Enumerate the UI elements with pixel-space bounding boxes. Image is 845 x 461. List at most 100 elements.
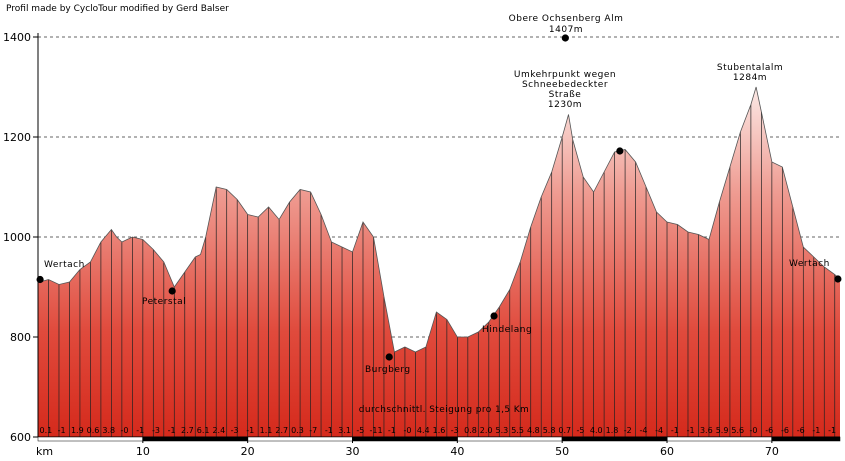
gradient-label: 0.3 — [291, 426, 304, 435]
gradient-label: -1 — [671, 426, 679, 435]
gradient-label: 4.4 — [417, 426, 430, 435]
annotation-label: Stubentalalm — [717, 63, 783, 73]
annotation-label: Umkehrpunkt wegen — [514, 70, 616, 80]
gradient-label: 1.9 — [71, 426, 84, 435]
gradient-label: -5 — [356, 426, 364, 435]
y-tick-label: 1400 — [3, 31, 31, 44]
gradient-label: 0.1 — [39, 426, 52, 435]
waypoint-marker — [561, 34, 569, 42]
gradient-label: -1 — [828, 426, 836, 435]
gradient-label: -4 — [639, 426, 647, 435]
axes — [37, 33, 841, 442]
x-tick-label: 70 — [765, 445, 779, 458]
gradient-label: -1 — [325, 426, 333, 435]
gradient-label: 2.7 — [275, 426, 288, 435]
gradient-label: 5.6 — [731, 426, 744, 435]
gradient-caption: durchschnittl. Steigung pro 1,5 Km — [359, 405, 529, 415]
gradient-label: -1 — [246, 426, 254, 435]
waypoint-marker — [385, 353, 393, 361]
gradient-label: 2.4 — [212, 426, 225, 435]
annotations: Wertach Peterstal Burgberg Hindelang Wertach… — [44, 14, 830, 375]
gradient-label: 0.8 — [464, 426, 477, 435]
annotation-label: Burgberg — [365, 365, 411, 375]
waypoint-marker — [834, 275, 842, 283]
elevation-area — [38, 87, 840, 437]
gradient-label: -2 — [624, 426, 632, 435]
gradient-label: 1.8 — [606, 426, 619, 435]
axis-ticks: 600 800 1000 1200 1400 km 10 20 30 40 50 60 70 — [3, 31, 779, 458]
gradient-label: 1.1 — [260, 426, 273, 435]
x-tick-label: 60 — [660, 445, 674, 458]
gradient-label: 5.9 — [716, 426, 729, 435]
gradient-label: -1 — [136, 426, 144, 435]
x-tick-label: 30 — [346, 445, 360, 458]
y-tick-label: 1000 — [3, 231, 31, 244]
waypoint-marker — [490, 312, 498, 320]
gradient-label: -0 — [750, 426, 758, 435]
gradient-label: -11 — [370, 426, 383, 435]
gradient-label: -1 — [687, 426, 695, 435]
annotation-label: Straße — [549, 90, 582, 100]
gradient-label: -4 — [655, 426, 663, 435]
annotation-label: 1230m — [548, 100, 582, 110]
gradient-label: 5.5 — [511, 426, 524, 435]
elevation-outline — [37, 86, 841, 353]
x-tick-label: 10 — [136, 445, 150, 458]
annotation-label: 1407m — [549, 25, 583, 35]
scale-bar-segment — [142, 436, 248, 442]
gradient-label: 0.7 — [558, 426, 571, 435]
annotation-label: Schneebedeckter — [522, 80, 608, 90]
x-axis-label: km — [36, 445, 53, 458]
annotation-label: Wertach — [44, 260, 85, 270]
gradient-label: 2.0 — [480, 426, 493, 435]
gradient-label: 3.8 — [102, 426, 115, 435]
scale-bar-segment — [561, 436, 668, 442]
gradient-label: -6 — [781, 426, 789, 435]
annotation-label: Hindelang — [482, 325, 532, 335]
y-tick-label: 800 — [10, 331, 31, 344]
x-tick-label: 50 — [555, 445, 569, 458]
waypoint-marker — [616, 147, 624, 155]
annotation-label: 1284m — [733, 73, 767, 83]
scale-bar-segment — [771, 436, 841, 442]
gradient-label: -1 — [168, 426, 176, 435]
gradient-label: 5.8 — [543, 426, 556, 435]
annotation-label: Wertach — [789, 259, 830, 269]
gradient-label: -0 — [120, 426, 128, 435]
gradient-label: 6.1 — [197, 426, 210, 435]
gradient-label: -3 — [152, 426, 160, 435]
gradient-label: 5.3 — [496, 426, 509, 435]
waypoints — [36, 34, 842, 361]
annotation-label: Obere Ochsenberg Alm — [509, 14, 624, 24]
gradient-label: -6 — [797, 426, 805, 435]
gradient-label: -3 — [231, 426, 239, 435]
gradient-label: -5 — [577, 426, 585, 435]
gradient-label: -1 — [388, 426, 396, 435]
gradient-label: 2.7 — [181, 426, 194, 435]
gradient-label: 3.1 — [338, 426, 351, 435]
gradient-label: -1 — [58, 426, 66, 435]
gradient-label: -1 — [812, 426, 820, 435]
annotation-label: Peterstal — [142, 297, 186, 307]
waypoint-marker — [36, 275, 44, 284]
gradient-label: 1.6 — [433, 426, 446, 435]
gradient-label: -3 — [451, 426, 459, 435]
gradient-label: 3.6 — [700, 426, 713, 435]
scale-bar-segment — [457, 436, 563, 442]
gradient-label: 0.6 — [87, 426, 100, 435]
y-tick-label: 1200 — [3, 131, 31, 144]
km-lines — [48, 104, 836, 437]
gradient-label: 4.8 — [527, 426, 540, 435]
gradient-label: -0 — [404, 426, 412, 435]
gradient-label: -6 — [765, 426, 773, 435]
gradient-label: 4.0 — [590, 426, 603, 435]
gradient-label: -7 — [309, 426, 317, 435]
waypoint-marker — [168, 287, 176, 295]
scale-bar-segment — [37, 436, 144, 442]
scale-bar-segment — [247, 436, 353, 442]
scale-bar-segment — [666, 436, 773, 442]
x-tick-label: 20 — [241, 445, 255, 458]
chart-credit: Profil made by CycloTour modified by Ger… — [6, 4, 229, 14]
gradient-labels: durchschnittl. Steigung pro 1,5 Km0.1 -1 1… — [39, 405, 836, 435]
